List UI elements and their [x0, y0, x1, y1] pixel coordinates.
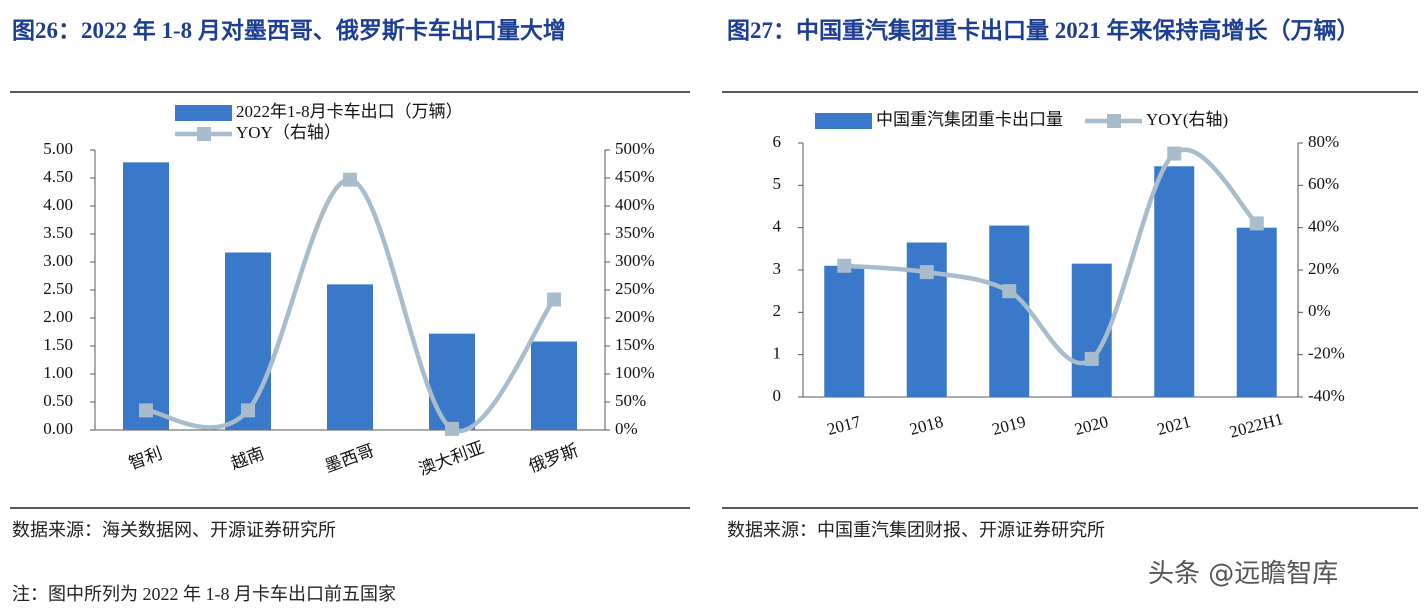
- legend-marker: [197, 127, 211, 141]
- bar: [531, 341, 577, 430]
- y-tick-label: 5: [773, 174, 782, 193]
- y2-tick-label: 450%: [615, 167, 655, 186]
- y-tick-label: 2: [773, 301, 782, 320]
- y-tick-label: 4.50: [43, 167, 73, 186]
- x-tick-label: 2019: [990, 412, 1028, 439]
- chart-title: 图27：中国重汽集团重卡出口量 2021 年来保持高增长（万辆）: [727, 18, 1360, 43]
- y2-tick-label: 0%: [1308, 301, 1331, 320]
- y-tick-label: 2.50: [43, 279, 73, 298]
- x-tick-label: 2018: [907, 412, 945, 439]
- legend-marker: [1107, 114, 1121, 128]
- y-tick-label: 1: [773, 344, 782, 363]
- y2-tick-label: 500%: [615, 139, 655, 158]
- y2-tick-label: 200%: [615, 307, 655, 326]
- y2-tick-label: 60%: [1308, 174, 1339, 193]
- legend-label: YOY(右轴): [1146, 110, 1228, 129]
- y-tick-label: 2.00: [43, 307, 73, 326]
- x-tick-label: 俄罗斯: [526, 441, 580, 476]
- x-tick-label: 2017: [825, 412, 863, 439]
- y-tick-label: 5.00: [43, 139, 73, 158]
- marker: [139, 403, 153, 418]
- bar: [1154, 166, 1195, 397]
- y2-tick-label: -20%: [1308, 344, 1345, 363]
- y2-tick-label: 400%: [615, 195, 655, 214]
- marker: [1084, 351, 1099, 366]
- source: 数据来源：中国重汽集团财报、开源证券研究所: [727, 520, 1105, 540]
- y-tick-label: 3: [773, 259, 782, 278]
- bar: [1236, 227, 1277, 397]
- y-tick-label: 1.50: [43, 335, 73, 354]
- marker: [343, 172, 357, 187]
- x-tick-label: 2021: [1155, 412, 1193, 439]
- y2-tick-label: 250%: [615, 279, 655, 298]
- y-tick-label: 1.00: [43, 363, 73, 382]
- y2-tick-label: 100%: [615, 363, 655, 382]
- y2-tick-label: 20%: [1308, 259, 1339, 278]
- y-tick-label: 3.50: [43, 223, 73, 242]
- x-tick-label: 越南: [228, 444, 266, 473]
- y2-tick-label: 80%: [1308, 132, 1339, 151]
- marker: [547, 292, 561, 307]
- source: 数据来源：海关数据网、开源证券研究所: [12, 520, 336, 540]
- x-tick-label: 澳大利亚: [416, 438, 486, 479]
- y-tick-label: 0.00: [43, 419, 73, 438]
- bar: [327, 284, 373, 430]
- bar: [123, 162, 169, 430]
- bar: [989, 225, 1030, 397]
- y-tick-label: 4.00: [43, 195, 73, 214]
- y2-tick-label: 0%: [615, 419, 638, 438]
- marker: [1002, 284, 1017, 299]
- legend-swatch: [175, 105, 232, 121]
- y2-tick-label: -40%: [1308, 386, 1345, 405]
- y2-tick-label: 350%: [615, 223, 655, 242]
- x-tick-label: 2020: [1072, 412, 1110, 439]
- y2-tick-label: 40%: [1308, 217, 1339, 236]
- marker: [445, 421, 459, 436]
- note: 注：图中所列为 2022 年 1-8 月卡车出口前五国家: [12, 584, 396, 604]
- bar: [225, 252, 271, 430]
- bar: [824, 265, 865, 397]
- x-tick-label: 墨西哥: [322, 441, 376, 476]
- y2-tick-label: 50%: [615, 391, 646, 410]
- marker: [241, 403, 255, 418]
- bar: [1071, 263, 1112, 397]
- legend-label: 2022年1-8月卡车出口（万辆）: [236, 102, 463, 121]
- marker: [837, 258, 852, 273]
- y-tick-label: 3.00: [43, 251, 73, 270]
- marker: [919, 265, 934, 280]
- chart-title: 图26：2022 年 1-8 月对墨西哥、俄罗斯卡车出口量大增: [12, 18, 566, 43]
- bar: [429, 333, 475, 430]
- y-tick-label: 0: [773, 386, 782, 405]
- y-tick-label: 6: [773, 132, 782, 151]
- y2-tick-label: 300%: [615, 251, 655, 270]
- x-tick-label: 智利: [126, 444, 164, 473]
- y2-tick-label: 150%: [615, 335, 655, 354]
- x-tick-label: 2022H1: [1227, 409, 1285, 442]
- y-tick-label: 0.50: [43, 391, 73, 410]
- watermark: 头条 @远瞻智库: [1148, 559, 1339, 589]
- y-tick-label: 4: [773, 217, 782, 236]
- marker: [1249, 216, 1264, 231]
- line: [844, 147, 1259, 366]
- legend-label: YOY（右轴）: [236, 123, 341, 142]
- legend-label: 中国重汽集团重卡出口量: [876, 110, 1063, 129]
- legend-swatch: [815, 113, 872, 129]
- marker: [1167, 146, 1182, 161]
